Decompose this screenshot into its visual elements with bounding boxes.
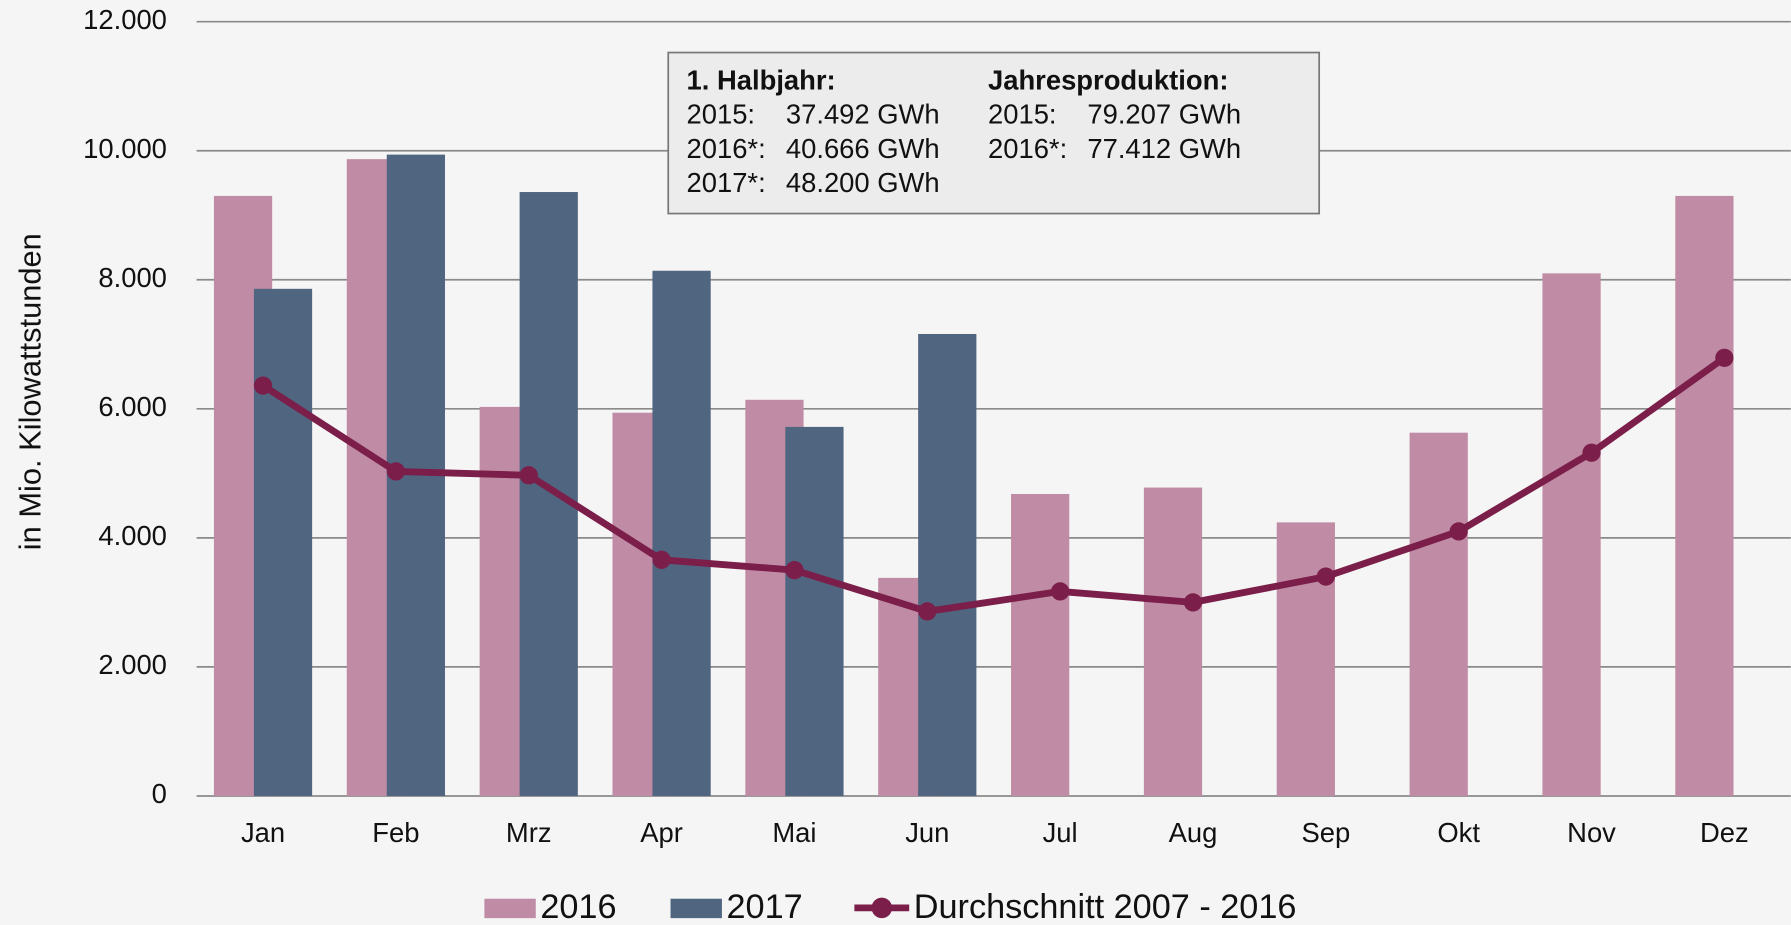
bar bbox=[1143, 487, 1203, 796]
x-tick-label: Mai bbox=[772, 817, 816, 848]
bar bbox=[1542, 273, 1601, 796]
y-tick-label: 12.000 bbox=[83, 4, 167, 35]
bar bbox=[652, 270, 711, 796]
x-tick-label: Sep bbox=[1301, 817, 1350, 848]
x-tick-label: Feb bbox=[372, 817, 419, 848]
legend-label: Durchschnitt 2007 - 2016 bbox=[914, 888, 1297, 925]
line-point bbox=[1582, 443, 1601, 462]
x-tick-label: Mrz bbox=[506, 817, 552, 848]
annotation-text: 2015: bbox=[687, 99, 756, 130]
line-point bbox=[1715, 348, 1734, 367]
annotation-text: 2016*: bbox=[687, 133, 766, 164]
x-tick-label: Apr bbox=[640, 817, 683, 848]
bar bbox=[1675, 195, 1734, 796]
legend-swatch bbox=[484, 898, 536, 919]
bar bbox=[1409, 432, 1468, 796]
line bbox=[261, 355, 1727, 615]
bar bbox=[918, 333, 977, 796]
legend-label: 2017 bbox=[726, 888, 802, 925]
x-tick-label: Jun bbox=[905, 817, 949, 848]
y-tick-label: 10.000 bbox=[83, 133, 167, 164]
x-tick-label: Jan bbox=[241, 817, 285, 848]
bar bbox=[253, 288, 313, 796]
line-point bbox=[918, 602, 937, 621]
y-tick-label: 4.000 bbox=[98, 520, 167, 551]
annotation-text: 77.412 GWh bbox=[1087, 133, 1241, 164]
annotation-text: 40.666 GWh bbox=[786, 133, 940, 164]
y-tick-label: 2.000 bbox=[98, 649, 167, 680]
bar bbox=[1276, 522, 1335, 796]
y-tick-label: 6.000 bbox=[98, 391, 167, 422]
line-point bbox=[785, 560, 804, 580]
line-point bbox=[386, 462, 406, 481]
bar bbox=[519, 192, 578, 796]
legend-swatch bbox=[871, 897, 893, 919]
annotation-text: 37.492 GWh bbox=[786, 99, 940, 130]
bar bbox=[1011, 493, 1070, 796]
x-tick-label: Nov bbox=[1567, 817, 1616, 848]
x-tick-label: Dez bbox=[1700, 817, 1749, 848]
annotation-text: 48.200 GWh bbox=[786, 167, 940, 198]
line-point bbox=[652, 550, 671, 569]
legend-label: 2016 bbox=[540, 888, 616, 925]
x-tick-label: Aug bbox=[1169, 817, 1218, 848]
y-tick-label: 8.000 bbox=[98, 262, 167, 293]
line-point bbox=[1316, 567, 1335, 586]
x-tick-label: Jul bbox=[1043, 817, 1078, 848]
annotation-text: 79.207 GWh bbox=[1087, 99, 1241, 130]
line-point bbox=[253, 376, 273, 395]
line-point bbox=[519, 466, 538, 485]
line-point bbox=[1183, 593, 1203, 612]
annotation-text: 2016*: bbox=[988, 133, 1067, 164]
bar bbox=[785, 426, 844, 796]
annotation-text: 2015: bbox=[988, 99, 1057, 130]
y-tick-label: 0 bbox=[152, 778, 167, 809]
y-axis-label: in Mio. Kilowattstunden bbox=[12, 233, 47, 550]
x-tick-label: Okt bbox=[1437, 817, 1480, 848]
annotation-text: 2017*: bbox=[687, 167, 766, 198]
annotation-heading: Jahresproduktion: bbox=[988, 64, 1228, 95]
annotation-heading: 1. Halbjahr: bbox=[687, 64, 836, 95]
annotation-box bbox=[667, 51, 1321, 215]
line-point bbox=[1449, 522, 1468, 541]
legend-swatch bbox=[670, 898, 722, 919]
line-point bbox=[1050, 582, 1070, 601]
